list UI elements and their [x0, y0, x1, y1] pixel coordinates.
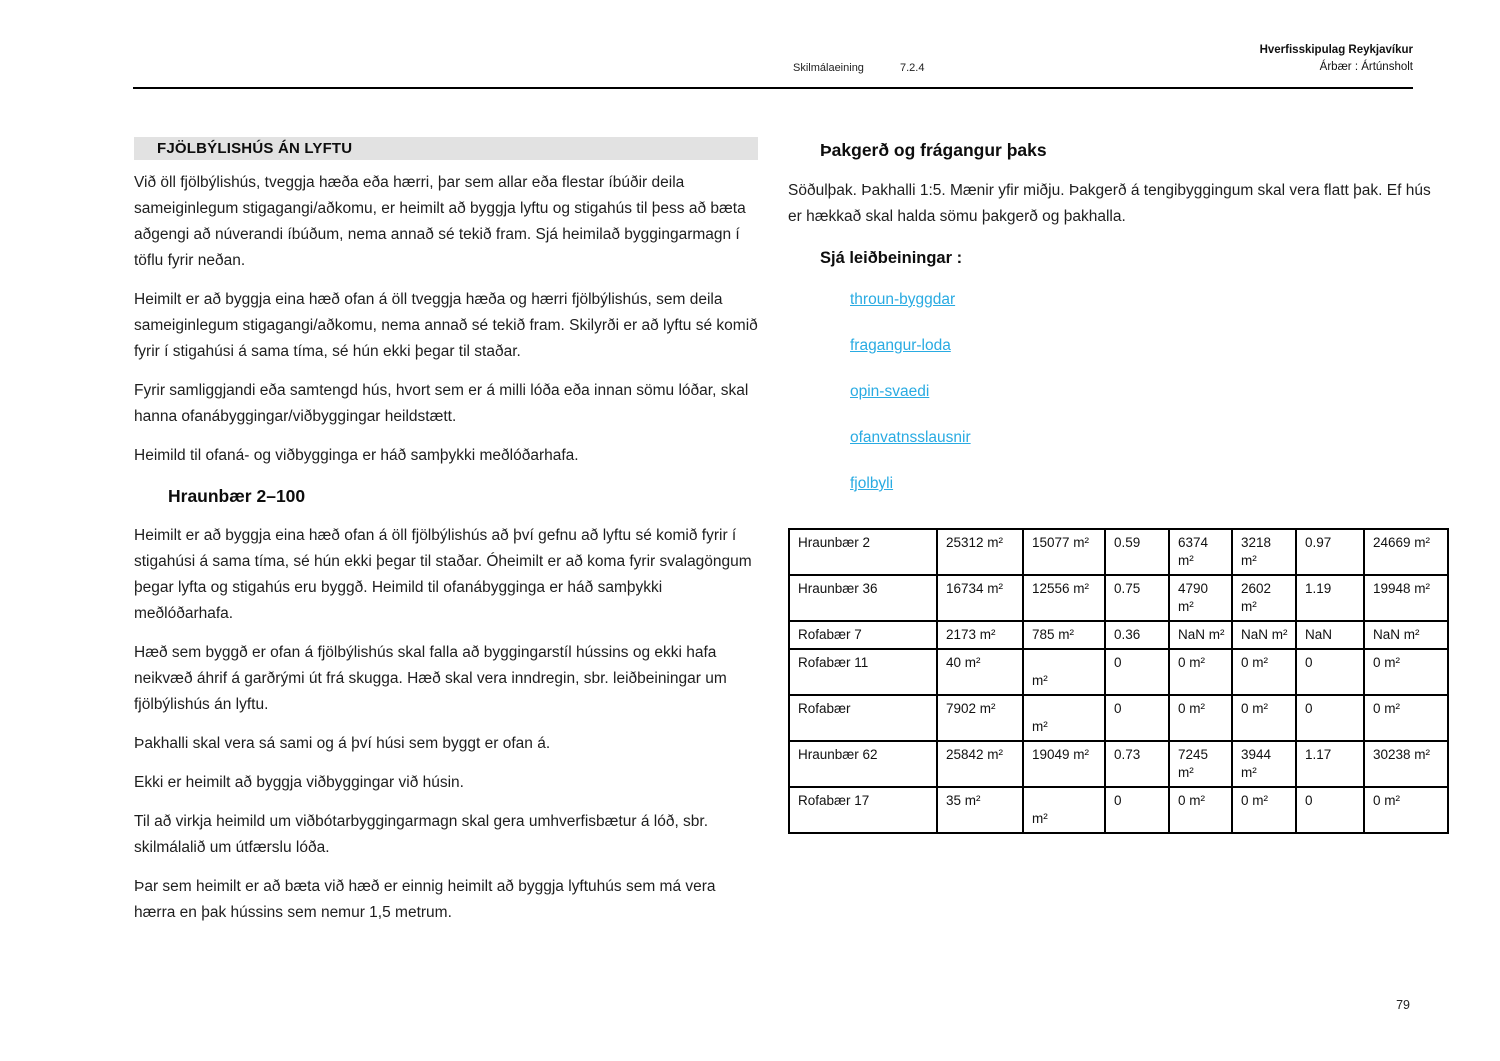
- paragraph: Þakhalli skal vera sá sami og á því húsi…: [134, 735, 551, 752]
- table-cell: 4790 m²: [1168, 574, 1233, 622]
- table-cell: 0.59: [1104, 528, 1170, 576]
- guideline-link[interactable]: ofanvatnsslausnir: [850, 429, 971, 446]
- paragraph: Við öll fjölbýlishús, tveggja hæða eða h…: [134, 174, 746, 269]
- table-cell: Rofabær 11: [788, 648, 938, 696]
- table-cell: 19049 m²: [1022, 740, 1106, 788]
- paragraph: Hæð sem byggð er ofan á fjölbýlishús ska…: [134, 644, 727, 713]
- table-cell: m²: [1022, 648, 1106, 696]
- table-cell: 0: [1295, 648, 1365, 696]
- table-cell: 785 m²: [1022, 620, 1106, 650]
- paragraph: Ekki er heimilt að byggja viðbyggingar v…: [134, 774, 464, 791]
- table-cell: 0: [1104, 786, 1170, 834]
- table-cell: 0 m²: [1363, 786, 1449, 834]
- table-row: Rofabær 7902 m² m² 0 0 m² 0 m² 0 0 m²: [788, 694, 1449, 742]
- table-row: Hraunbær 36 16734 m² 12556 m² 0.75 4790 m² 26…: [788, 574, 1449, 622]
- links-heading: Sjá leiðbeiningar :: [820, 249, 963, 267]
- table-cell: 12556 m²: [1022, 574, 1106, 622]
- header-rule: [133, 87, 1413, 89]
- table-cell: 0 m²: [1168, 694, 1233, 742]
- table-cell: Rofabær 7: [788, 620, 938, 650]
- guideline-link[interactable]: throun-byggdar: [850, 291, 956, 308]
- subsection-heading: Hraunbær 2–100: [168, 486, 306, 506]
- table-cell: 40 m²: [936, 648, 1024, 696]
- guideline-links: throun-byggdar fragangur-loda opin-svaedi o…: [850, 290, 1447, 493]
- table-cell: 3218 m²: [1231, 528, 1297, 576]
- table-cell: 1.17: [1295, 740, 1365, 788]
- paragraph: Heimild til ofaná- og viðbygginga er háð…: [134, 447, 579, 464]
- table-body: Hraunbær 2 25312 m² 15077 m² 0.59 6374 m² 321…: [788, 528, 1449, 834]
- table-cell: 0: [1104, 648, 1170, 696]
- table-cell: 35 m²: [936, 786, 1024, 834]
- table-cell: Rofabær: [788, 694, 938, 742]
- table-cell: 15077 m²: [1022, 528, 1106, 576]
- table-cell: 0: [1295, 694, 1365, 742]
- section-heading-roof: Þakgerð og frágangur þaks: [820, 140, 1047, 160]
- table-row: Rofabær 7 2173 m² 785 m² 0.36 NaN m² NaN m² Na…: [788, 620, 1449, 650]
- table-cell: 0 m²: [1363, 648, 1449, 696]
- table-cell: 25842 m²: [936, 740, 1024, 788]
- table-cell: NaN: [1295, 620, 1365, 650]
- table-cell: 0.36: [1104, 620, 1170, 650]
- header-org-block: Hverfisskipulag Reykjavíkur Árbær : Ártú…: [1260, 42, 1413, 76]
- building-table: Hraunbær 2 25312 m² 15077 m² 0.59 6374 m² 321…: [788, 528, 1449, 834]
- paragraph: Fyrir samliggjandi eða samtengd hús, hvo…: [134, 382, 749, 425]
- table-row: Rofabær 17 35 m² m² 0 0 m² 0 m² 0 0 m²: [788, 786, 1449, 834]
- table-cell: Hraunbær 2: [788, 528, 938, 576]
- table-cell: 7245 m²: [1168, 740, 1233, 788]
- table-cell: 7902 m²: [936, 694, 1024, 742]
- table-cell: 0.73: [1104, 740, 1170, 788]
- table-cell: 0: [1104, 694, 1170, 742]
- table-cell: 2602 m²: [1231, 574, 1297, 622]
- table-cell: 3944 m²: [1231, 740, 1297, 788]
- right-column: Þakgerð og frágangur þaks Söðulþak. Þakh…: [788, 137, 1449, 834]
- page-number: 79: [1396, 998, 1410, 1012]
- table-cell: NaN m²: [1231, 620, 1297, 650]
- guideline-link[interactable]: fragangur-loda: [850, 337, 951, 354]
- table-cell: 0 m²: [1231, 786, 1297, 834]
- table-cell: 16734 m²: [936, 574, 1024, 622]
- paragraph: Til að virkja heimild um viðbótarbygging…: [134, 813, 709, 856]
- table-cell: Hraunbær 36: [788, 574, 938, 622]
- paragraph: Heimilt er að byggja eina hæð ofan á öll…: [134, 527, 752, 622]
- table-cell: 1.19: [1295, 574, 1365, 622]
- table-row: Rofabær 11 40 m² m² 0 0 m² 0 m² 0 0 m²: [788, 648, 1449, 696]
- section-heading: FJÖLBÝLISHÚS ÁN LYFTU: [157, 140, 353, 157]
- paragraph: Söðulþak. Þakhalli 1:5. Mænir yfir miðju…: [788, 182, 1431, 225]
- table-cell: 24669 m²: [1363, 528, 1449, 576]
- table-cell: 19948 m²: [1363, 574, 1449, 622]
- header-doc-label: Skilmálaeining: [793, 62, 864, 74]
- paragraph: Þar sem heimilt er að bæta við hæð er ei…: [134, 878, 716, 921]
- table-cell: 0 m²: [1168, 648, 1233, 696]
- table-cell: Rofabær 17: [788, 786, 938, 834]
- table-cell: Hraunbær 62: [788, 740, 938, 788]
- table-cell: NaN m²: [1168, 620, 1233, 650]
- table-cell: 0.75: [1104, 574, 1170, 622]
- table-cell: 6374 m²: [1168, 528, 1233, 576]
- section-heading-bar: FJÖLBÝLISHÚS ÁN LYFTU: [134, 137, 758, 160]
- header-org-title: Hverfisskipulag Reykjavíkur: [1259, 44, 1413, 56]
- table-row: Hraunbær 2 25312 m² 15077 m² 0.59 6374 m² 321…: [788, 528, 1449, 576]
- table-row: Hraunbær 62 25842 m² 19049 m² 0.73 7245 m² 39…: [788, 740, 1449, 788]
- table-cell: 0.97: [1295, 528, 1365, 576]
- table-cell: NaN m²: [1363, 620, 1449, 650]
- left-column: FJÖLBÝLISHÚS ÁN LYFTU Við öll fjölbýlish…: [134, 137, 758, 939]
- paragraph: Heimilt er að byggja eina hæð ofan á öll…: [134, 291, 758, 360]
- header-org-subtitle: Árbær : Ártúnsholt: [1319, 61, 1413, 73]
- guideline-link[interactable]: opin-svaedi: [850, 383, 930, 400]
- table-cell: m²: [1022, 786, 1106, 834]
- table-cell: m²: [1022, 694, 1106, 742]
- guideline-link[interactable]: fjolbyli: [850, 475, 894, 492]
- table-cell: 0: [1295, 786, 1365, 834]
- table-cell: 30238 m²: [1363, 740, 1449, 788]
- table-cell: 0 m²: [1363, 694, 1449, 742]
- table-cell: 2173 m²: [936, 620, 1024, 650]
- table-cell: 0 m²: [1231, 694, 1297, 742]
- table-cell: 25312 m²: [936, 528, 1024, 576]
- header-doc-number: 7.2.4: [900, 62, 925, 74]
- table-cell: 0 m²: [1168, 786, 1233, 834]
- table-cell: 0 m²: [1231, 648, 1297, 696]
